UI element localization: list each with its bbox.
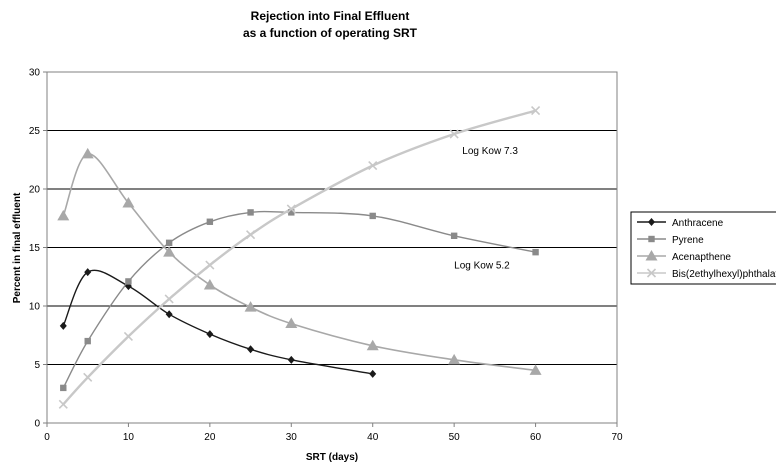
legend-label-pyrene: Pyrene	[672, 235, 704, 246]
y-tick-label-5: 5	[34, 360, 40, 371]
legend-label-acenapthene: Acenapthene	[672, 252, 731, 263]
data-point-pyrene-50	[450, 232, 458, 239]
data-point-anthracene-5	[84, 268, 92, 277]
data-point-pyrene-10	[125, 278, 132, 285]
y-tick-label-25: 25	[29, 126, 41, 137]
legend: Anthracene Pyrene Acenapthene Bis(2ethyl…	[630, 211, 776, 285]
x-axis-ticks: 0 10 20 30 40 50 60 70	[44, 423, 623, 443]
x-tick-label-10: 10	[123, 432, 135, 443]
data-point-bis-2ethylhexyl-phthalate-10	[123, 331, 133, 341]
data-point-anthracene-20	[206, 330, 214, 339]
x-tick-label-20: 20	[204, 432, 216, 443]
data-point-bis-2ethylhexyl-phthalate-15	[164, 294, 174, 304]
legend-swatch-marker-bis-2ethylhexyl-phthalate	[646, 268, 657, 278]
data-point-pyrene-30	[288, 209, 295, 216]
data-point-bis-2ethylhexyl-phthalate-30	[286, 204, 296, 214]
legend-entry-anthracene: Anthracene	[637, 218, 724, 229]
legend-entry-acenapthene: Acenapthene	[637, 250, 731, 263]
data-point-pyrene-20	[206, 218, 214, 225]
data-point-acenapthene-20	[203, 278, 216, 290]
chart-title-line-1: Rejection into Final Effluent	[251, 9, 410, 23]
x-tick-label-30: 30	[286, 432, 298, 443]
y-tick-label-20: 20	[29, 185, 41, 196]
data-point-pyrene-15	[165, 239, 173, 247]
data-point-anthracene-40	[369, 369, 377, 378]
legend-swatch-marker-acenapthene	[645, 250, 658, 261]
annotation-log-kow-7-3: Log Kow 7.3	[462, 146, 518, 157]
data-point-anthracene-2	[59, 321, 67, 330]
data-point-pyrene-2	[60, 384, 67, 392]
x-axis-label: SRT (days)	[306, 452, 358, 463]
data-point-acenapthene-30	[285, 317, 298, 329]
data-point-anthracene-15	[165, 310, 173, 319]
data-point-acenapthene-25	[244, 301, 257, 312]
data-point-anthracene-25	[247, 345, 255, 354]
y-tick-label-10: 10	[29, 302, 41, 313]
data-point-bis-2ethylhexyl-phthalate-60	[531, 106, 541, 116]
data-point-bis-2ethylhexyl-phthalate-40	[368, 161, 378, 171]
legend-box	[630, 211, 776, 285]
data-point-pyrene-40	[369, 212, 376, 220]
chart-title-line-2: as a function of operating SRT	[243, 26, 418, 40]
data-point-pyrene-5	[84, 337, 91, 345]
y-tick-label-30: 30	[29, 68, 41, 79]
data-point-acenapthene-5	[81, 147, 94, 159]
y-tick-label-0: 0	[34, 419, 40, 430]
data-point-bis-2ethylhexyl-phthalate-25	[246, 230, 256, 240]
data-point-bis-2ethylhexyl-phthalate-5	[83, 372, 93, 382]
data-point-acenapthene-50	[448, 353, 461, 365]
annotation-log-kow-5-2: Log Kow 5.2	[454, 261, 510, 272]
legend-label-bis-2ethylhexyl-phthalate: Bis(2ethylhexyl)phthalate	[672, 269, 776, 280]
y-tick-label-15: 15	[29, 243, 41, 254]
series-markers	[57, 106, 542, 409]
legend-entry-bis-2ethylhexyl-phthalate: Bis(2ethylhexyl)phthalate	[637, 268, 776, 280]
series-line-acenapthene	[62, 153, 536, 372]
legend-entry-pyrene: Pyrene	[637, 235, 704, 246]
data-point-anthracene-30	[287, 355, 295, 364]
data-point-pyrene-60	[532, 248, 539, 256]
data-point-acenapthene-60	[529, 364, 542, 375]
data-point-acenapthene-10	[122, 197, 135, 208]
x-tick-label-0: 0	[44, 432, 50, 443]
legend-swatch-marker-pyrene	[648, 235, 655, 243]
data-point-bis-2ethylhexyl-phthalate-20	[205, 260, 215, 270]
x-tick-label-70: 70	[611, 432, 623, 443]
data-point-acenapthene-40	[366, 339, 379, 351]
x-tick-label-40: 40	[367, 432, 379, 443]
data-point-bis-2ethylhexyl-phthalate-2	[58, 399, 68, 409]
data-point-acenapthene-15	[163, 246, 176, 257]
x-tick-label-60: 60	[530, 432, 542, 443]
legend-label-anthracene: Anthracene	[672, 218, 724, 229]
data-point-pyrene-25	[247, 209, 254, 216]
y-axis-ticks: 0 5 10 15 20 25 30	[29, 68, 47, 430]
x-tick-label-50: 50	[449, 432, 461, 443]
data-point-acenapthene-2	[57, 209, 70, 221]
y-axis-label: Percent in final effluent	[12, 192, 23, 303]
data-point-bis-2ethylhexyl-phthalate-50	[449, 129, 459, 139]
grid-lines	[47, 71, 617, 365]
series-line-anthracene	[62, 269, 373, 375]
legend-swatch-marker-anthracene	[648, 218, 655, 226]
series-line-pyrene	[62, 210, 536, 389]
series-line-bis-2ethylhexyl-phthalate	[62, 109, 536, 406]
